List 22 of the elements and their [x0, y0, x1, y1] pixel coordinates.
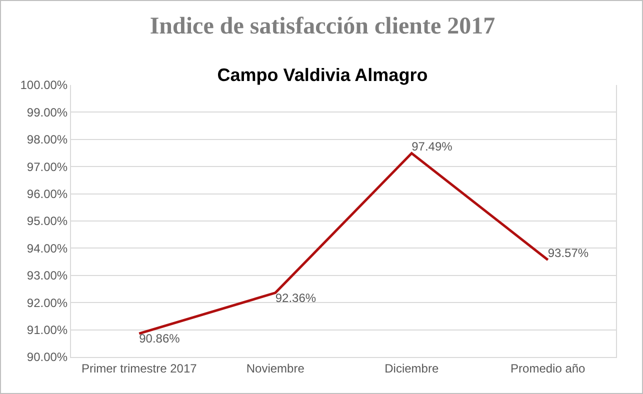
y-tick-label: 92.00% [26, 296, 68, 310]
y-tick-label: 95.00% [26, 214, 68, 228]
data-label: 92.36% [275, 290, 316, 305]
y-tick-label: 94.00% [26, 241, 68, 256]
y-tick-label: 99.00% [26, 105, 68, 120]
y-tick-label: 97.00% [26, 160, 68, 174]
data-label: 90.86% [139, 332, 180, 346]
x-tick-label: Primer trimestre 2017 [81, 361, 198, 376]
x-tick-label: Diciembre [384, 361, 439, 376]
y-tick-label: 91.00% [26, 323, 68, 337]
y-tick-label: 96.00% [26, 187, 68, 201]
chart-title: Indice de satisfacción cliente 2017 [150, 14, 496, 40]
y-tick-label: 93.00% [26, 268, 68, 283]
x-tick-label: Noviembre [246, 361, 305, 376]
line-series [138, 152, 550, 335]
data-label: 97.49% [412, 139, 453, 154]
x-tick-label: Promedio año [510, 361, 586, 376]
y-tick-label: 100.00% [20, 78, 68, 92]
y-tick-label: 98.00% [26, 132, 68, 147]
data-label: 93.57% [548, 246, 589, 260]
y-tick-label: 90.00% [26, 350, 68, 364]
chart-subtitle: Campo Valdivia Almagro [217, 64, 428, 85]
